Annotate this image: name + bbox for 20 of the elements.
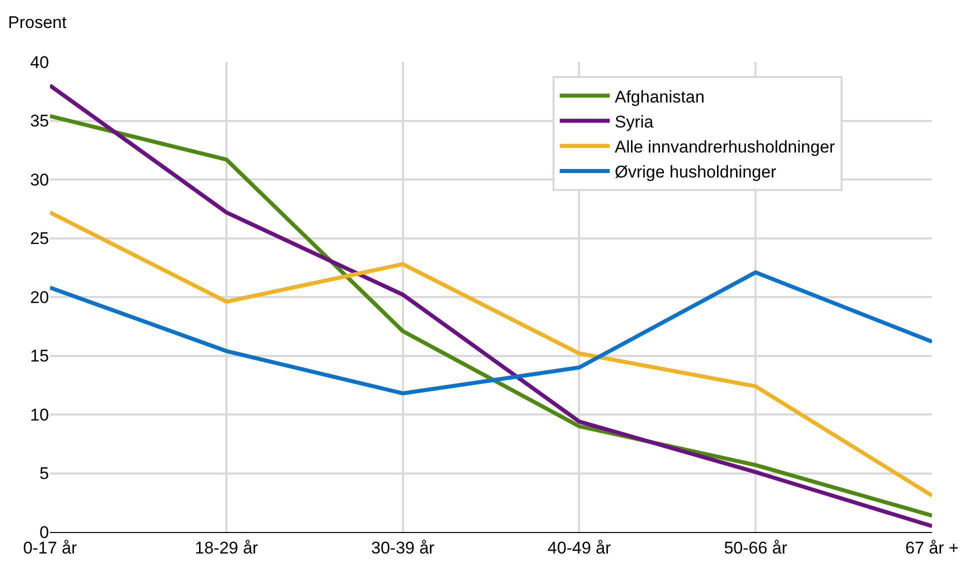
y-tick-label: 30 [30,170,49,190]
y-tick-label: 5 [40,464,49,484]
y-tick-label: 15 [30,346,49,366]
y-tick-label: 25 [30,229,49,248]
line-series [50,210,932,498]
legend-label: Øvrige husholdninger [614,162,777,182]
y-tick-label: 10 [30,405,49,424]
x-tick-label: 50-66 år [724,538,788,558]
legend-label: Afghanistan [614,87,705,106]
y-axis-title: Prosent [8,13,67,32]
x-tick-label: 30-39 år [371,538,435,558]
x-tick-label: 18-29 år [194,538,258,558]
y-tick-label: 40 [30,52,49,72]
legend-label: Alle innvandrerhusholdninger [614,137,836,156]
x-tick-label: 40-49 år [548,538,612,558]
x-tick-label: 67 år + [905,538,959,558]
y-tick-label: 20 [30,288,49,307]
legend-label: Syria [614,112,654,132]
y-tick-label: 35 [30,112,49,131]
line-series [50,270,932,396]
